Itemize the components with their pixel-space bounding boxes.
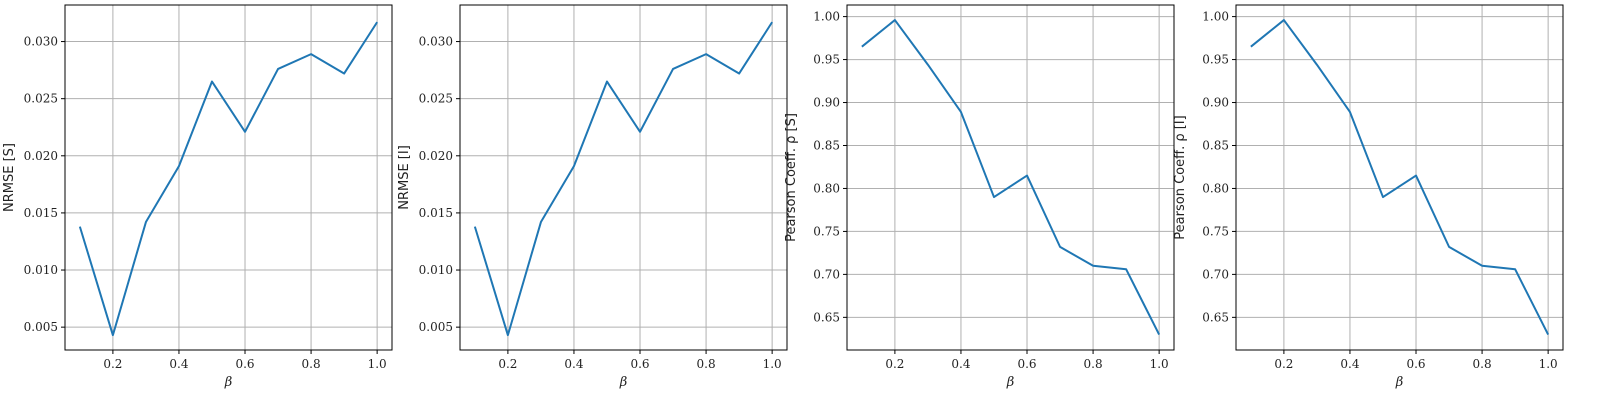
y-tick-label: 0.015	[24, 206, 58, 220]
y-tick-label: 0.010	[24, 263, 58, 277]
plot-frame	[1235, 4, 1564, 351]
y-tick-label: 0.75	[813, 224, 840, 238]
x-tick-label: 0.2	[885, 357, 904, 371]
x-tick-label: 1.0	[1539, 357, 1558, 371]
x-tick-label: 0.4	[564, 357, 583, 371]
x-axis-label: β	[1006, 375, 1015, 390]
x-tick-label: 1.0	[763, 357, 782, 371]
x-tick-label: 1.0	[1150, 357, 1169, 371]
y-tick-label: 0.75	[1202, 224, 1229, 238]
chart-panel-3: 0.2 0.4 0.6 0.8 1.0 0.65 0.70 0.75 0.80 0.85 0.90 0…	[784, 4, 1175, 390]
y-axis-label: NRMSE [S]	[2, 143, 17, 212]
y-tick-label: 0.95	[813, 53, 840, 67]
gridlines	[460, 5, 787, 350]
x-tick-label: 0.8	[697, 357, 716, 371]
x-tick-label: 0.6	[1406, 357, 1425, 371]
series-line	[1250, 19, 1550, 335]
y-tick-label: 0.70	[813, 267, 840, 281]
y-tick-label: 0.030	[24, 35, 58, 49]
x-tick-label: 0.8	[302, 357, 321, 371]
x-tick-label: 1.0	[368, 357, 387, 371]
x-tick-label: 0.4	[951, 357, 970, 371]
x-tick-label: 0.2	[498, 357, 517, 371]
series-line	[78, 21, 378, 337]
y-tick-label: 0.030	[419, 35, 453, 49]
series-line	[861, 19, 1161, 335]
y-tick-label: 0.85	[1202, 138, 1229, 152]
y-tick-label: 0.005	[419, 320, 453, 334]
y-tick-label: 0.85	[813, 138, 840, 152]
y-tick-label: 0.90	[1202, 96, 1229, 110]
y-tick-label: 0.65	[813, 310, 840, 324]
x-tick-label: 0.6	[235, 357, 254, 371]
x-tick-label: 0.2	[1274, 357, 1293, 371]
chart-panel-2: 0.2 0.4 0.6 0.8 1.0 0.005 0.010 0.015 0.020 0.025…	[397, 4, 788, 390]
x-tick-label: 0.2	[103, 357, 122, 371]
x-tick-label: 0.8	[1473, 357, 1492, 371]
y-tick-label: 0.65	[1202, 310, 1229, 324]
gridlines	[1236, 5, 1563, 350]
y-tick-label: 0.025	[24, 92, 58, 106]
y-tick-label: 0.80	[813, 181, 840, 195]
y-tick-label: 0.020	[419, 149, 453, 163]
y-tick-label: 0.80	[1202, 181, 1229, 195]
plot-frame	[846, 4, 1175, 351]
chart-panel-1: 0.2 0.4 0.6 0.8 1.0 0.005 0.010 0.015 0.020 0.025…	[2, 4, 393, 390]
plot-frame	[459, 4, 788, 351]
y-tick-label: 1.00	[1202, 10, 1229, 24]
y-axis-label: Pearson Coeff. ρ [I]	[1173, 115, 1188, 239]
plot-frame	[64, 4, 393, 351]
y-tick-label: 0.020	[24, 149, 58, 163]
gridlines	[65, 5, 392, 350]
y-axis-label: NRMSE [I]	[397, 145, 412, 210]
x-tick-label: 0.8	[1084, 357, 1103, 371]
y-tick-label: 0.70	[1202, 267, 1229, 281]
x-axis-label: β	[224, 375, 233, 390]
x-tick-label: 0.4	[169, 357, 188, 371]
y-axis-label: Pearson Coeff. ρ [S]	[784, 113, 799, 242]
y-tick-label: 0.015	[419, 206, 453, 220]
x-tick-label: 0.6	[1017, 357, 1036, 371]
chart-panel-4: 0.2 0.4 0.6 0.8 1.0 0.65 0.70 0.75 0.80 0.85 0.90 0…	[1173, 4, 1564, 390]
y-tick-label: 0.025	[419, 92, 453, 106]
series-line	[473, 21, 773, 337]
y-tick-label: 0.95	[1202, 53, 1229, 67]
x-tick-label: 0.4	[1340, 357, 1359, 371]
y-tick-label: 0.005	[24, 320, 58, 334]
y-tick-label: 0.010	[419, 263, 453, 277]
y-tick-label: 0.90	[813, 96, 840, 110]
x-axis-label: β	[1395, 375, 1404, 390]
y-tick-label: 1.00	[813, 10, 840, 24]
x-axis-label: β	[619, 375, 628, 390]
x-tick-label: 0.6	[630, 357, 649, 371]
gridlines	[847, 5, 1174, 350]
